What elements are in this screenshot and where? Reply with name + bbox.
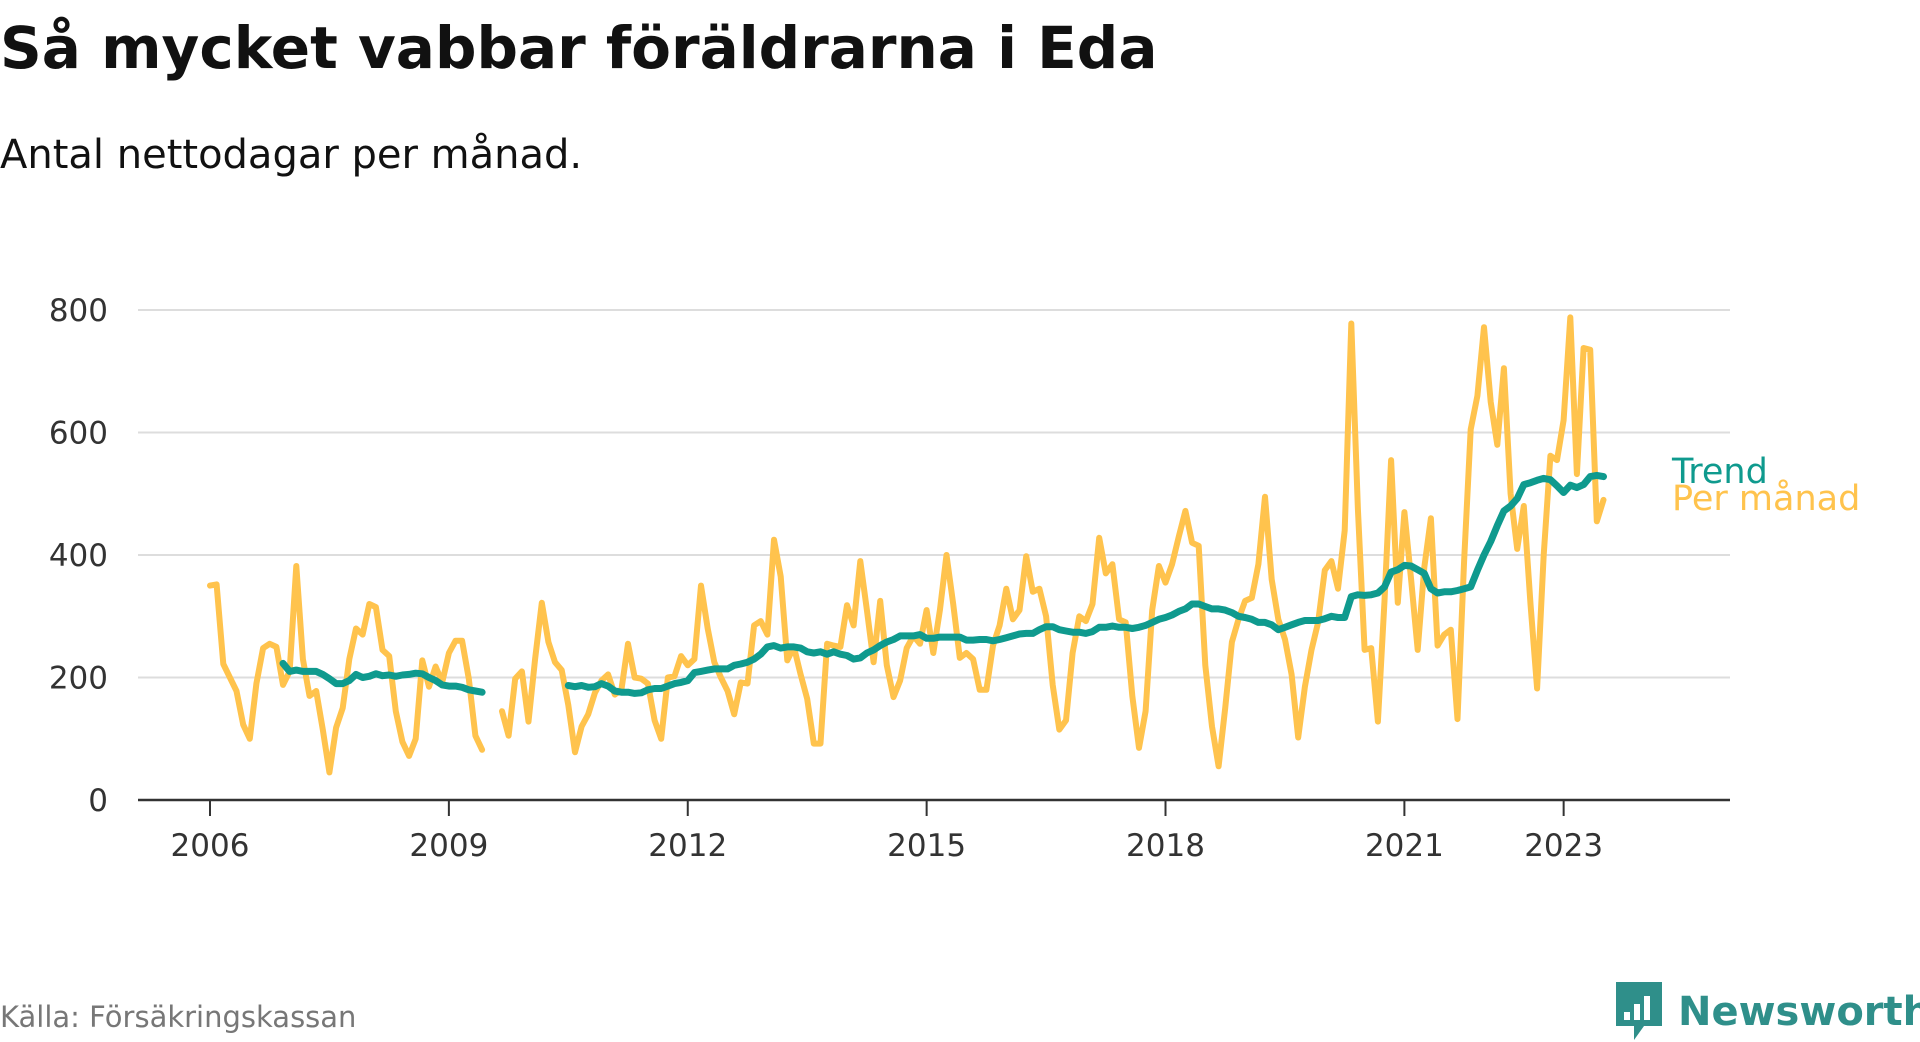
- source-note: Källa: Försäkringskassan: [0, 1000, 357, 1034]
- trend-series-label: Trend: [1671, 452, 1768, 492]
- bar-chart-icon: [1616, 982, 1662, 1040]
- y-tick-label: 400: [49, 538, 108, 574]
- monthly-series-line: [207, 563, 486, 776]
- x-tick-label: 2006: [171, 828, 250, 864]
- trend-series-line: [279, 659, 486, 696]
- brand-logo: Newsworthy: [1614, 982, 1920, 1042]
- x-tick-label: 2009: [409, 828, 488, 864]
- chart-subtitle: Antal nettodagar per månad.: [0, 132, 583, 178]
- x-tick-label: 2021: [1365, 828, 1444, 864]
- y-tick-label: 0: [88, 783, 108, 819]
- x-tick-label: 2012: [648, 828, 727, 864]
- y-tick-label: 200: [49, 661, 108, 697]
- y-tick-label: 800: [49, 293, 108, 329]
- x-tick-label: 2023: [1524, 828, 1603, 864]
- monthly-series-label: Per månad: [1672, 478, 1860, 519]
- chart-title: Så mycket vabbar föräldrarna i Eda: [0, 14, 1158, 82]
- y-tick-label: 600: [49, 416, 108, 452]
- brand-name: Newsworthy: [1678, 989, 1920, 1035]
- monthly-series-line: [499, 314, 1607, 770]
- x-tick-label: 2015: [887, 828, 966, 864]
- x-tick-label: 2018: [1126, 828, 1205, 864]
- trend-series-line: [564, 471, 1607, 697]
